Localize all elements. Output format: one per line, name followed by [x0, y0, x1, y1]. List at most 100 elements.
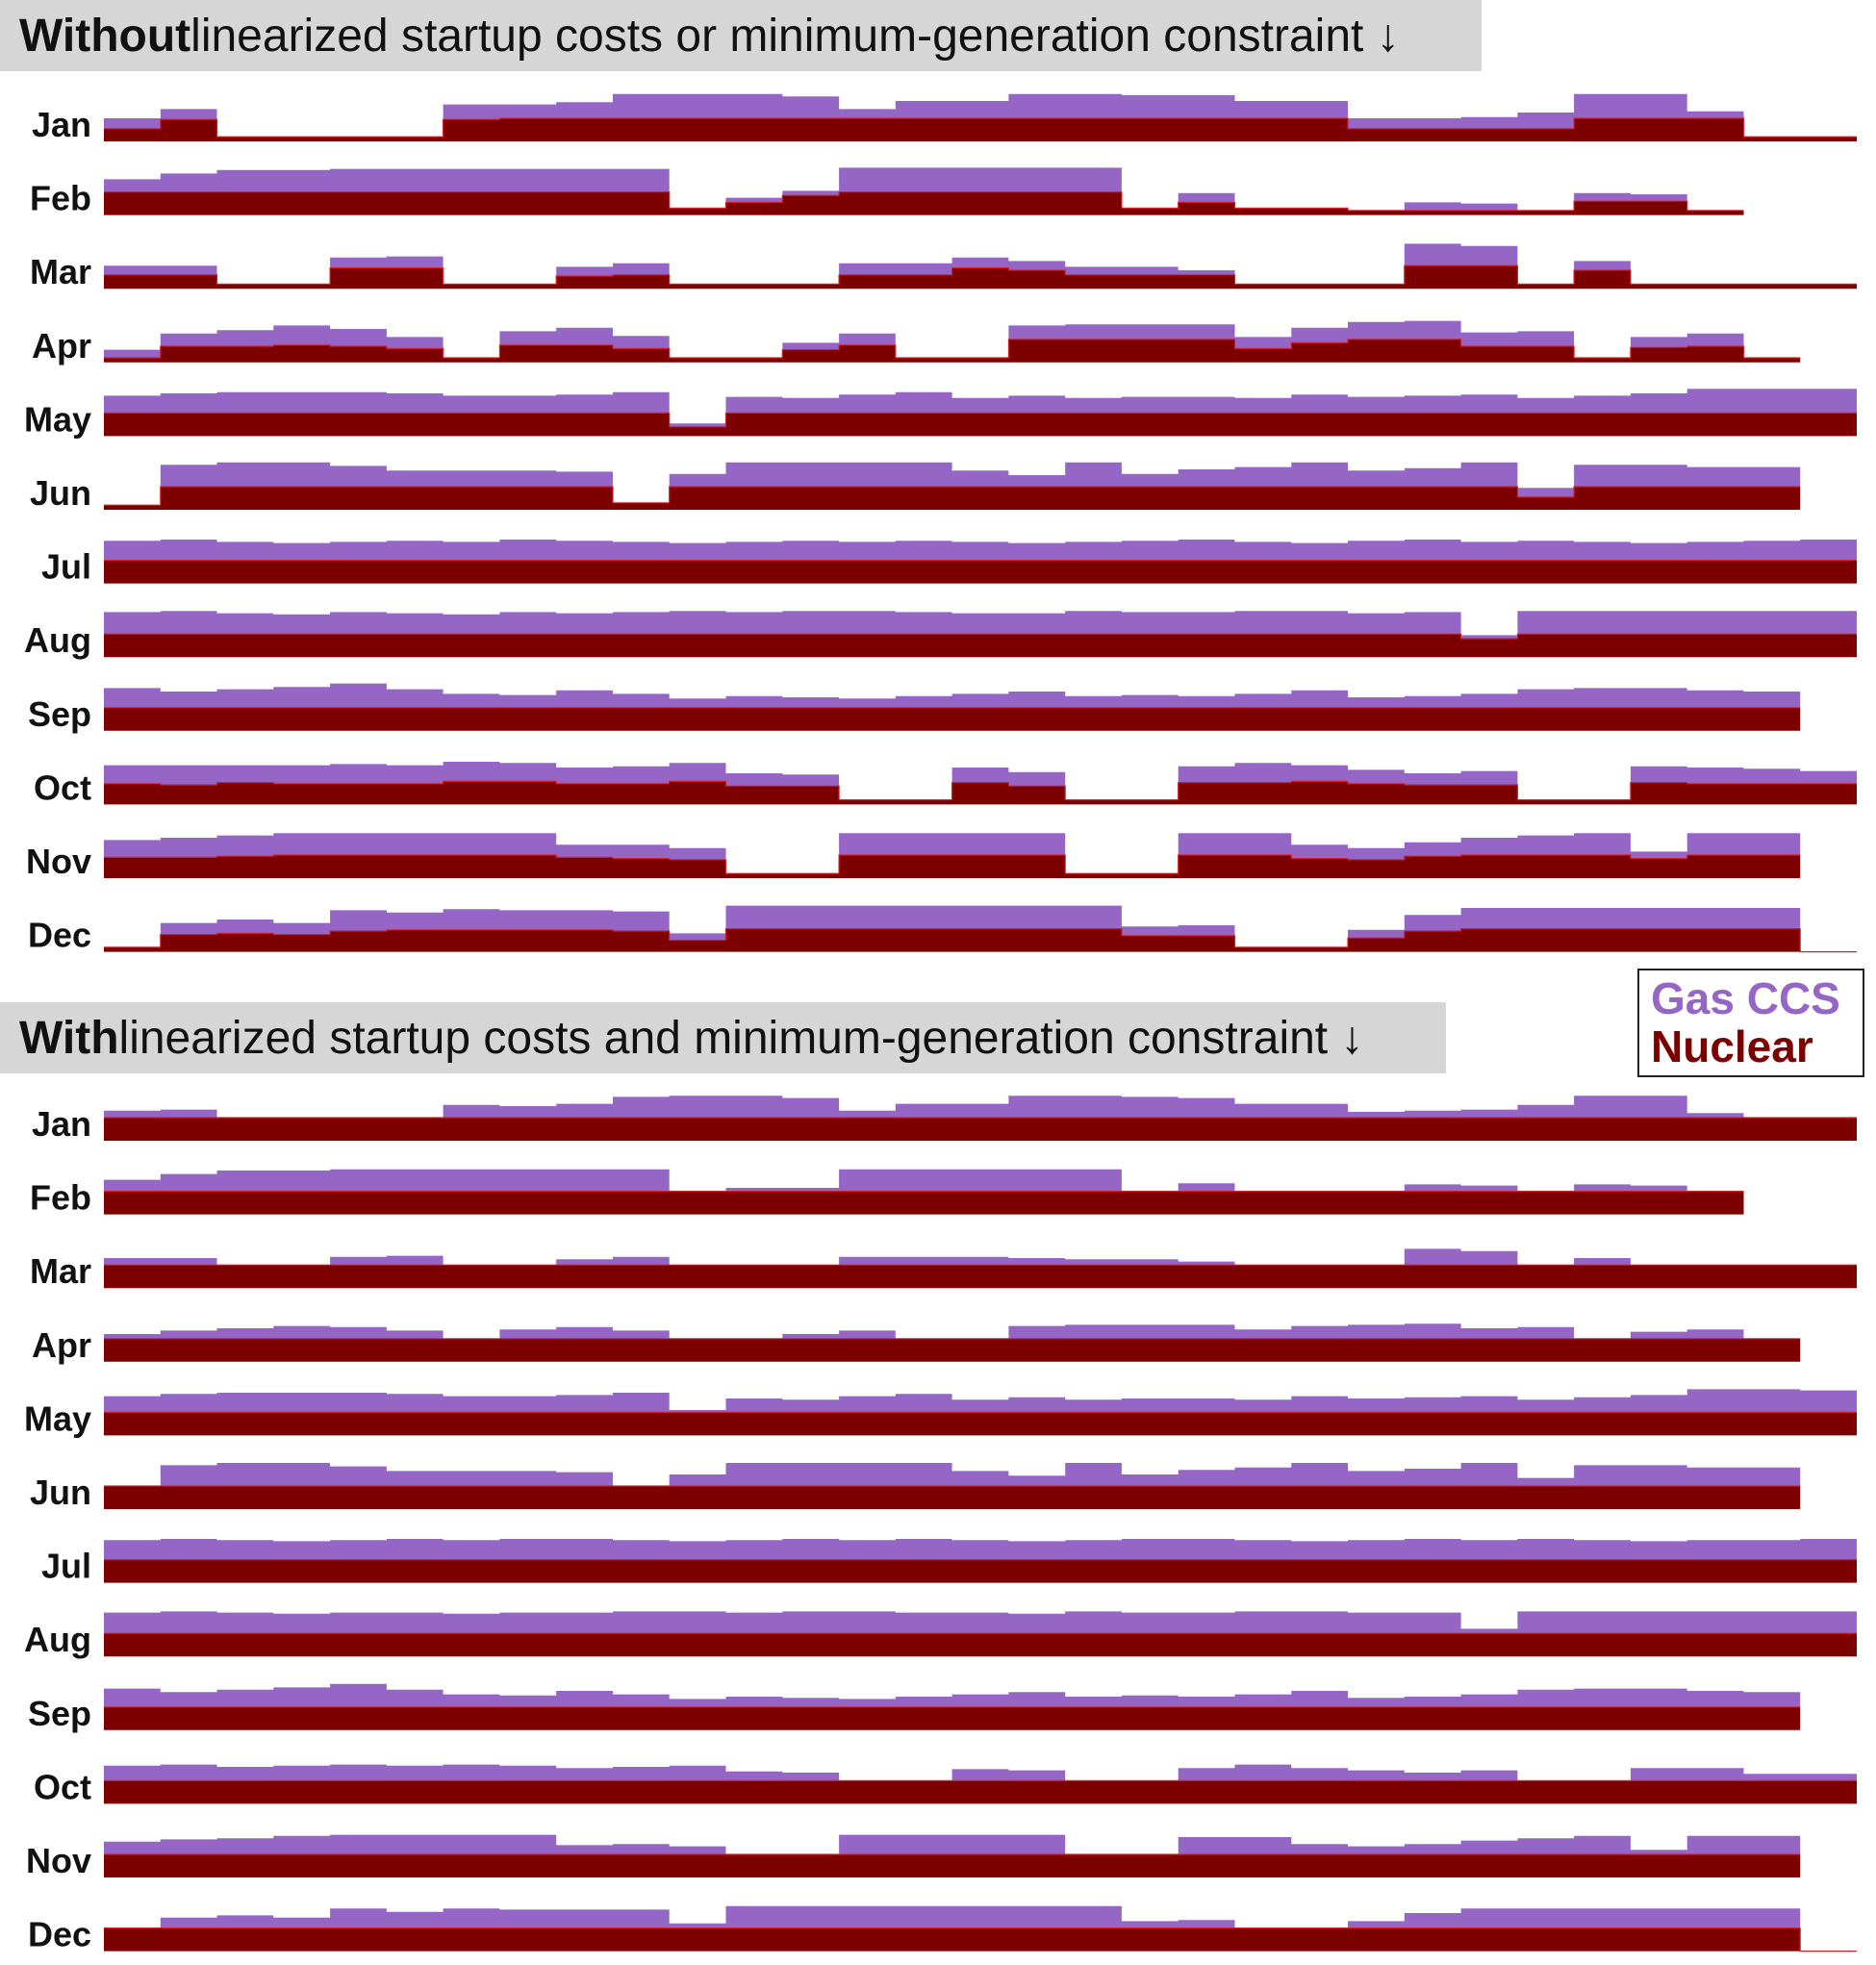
nuclear-area: [104, 118, 1857, 141]
month-label-nov: Nov: [26, 1841, 91, 1880]
nuclear-top-line: [104, 191, 1744, 212]
month-strip-apr: Apr: [32, 320, 1801, 365]
month-label-mar: Mar: [30, 1251, 91, 1291]
month-strip-nov: Nov: [26, 1834, 1801, 1880]
month-strip-jan: Jan: [32, 1096, 1857, 1144]
heading-bottom-bold: With: [19, 1012, 119, 1064]
nuclear-area: [104, 1559, 1857, 1583]
nuclear-top-line: [104, 854, 1801, 874]
month-strip-mar: Mar: [30, 243, 1857, 291]
gas-ccs-area: [104, 1764, 1857, 1781]
nuclear-top-line: [104, 117, 1857, 138]
gas-ccs-area: [104, 1389, 1857, 1413]
month-strip-may: May: [24, 1389, 1857, 1438]
month-strip-sep: Sep: [28, 683, 1801, 734]
nuclear-area: [104, 1338, 1801, 1362]
month-strip-dec: Dec: [28, 1905, 1857, 1954]
month-label-oct: Oct: [34, 768, 91, 807]
legend-gas-ccs: Gas CCS: [1651, 973, 1840, 1023]
month-strip-feb: Feb: [30, 1169, 1744, 1218]
month-label-feb: Feb: [30, 179, 91, 218]
gas-ccs-area: [104, 611, 1857, 639]
gas-ccs-area: [104, 1834, 1801, 1854]
gas-ccs-area: [104, 462, 1801, 506]
month-label-sep: Sep: [28, 1694, 91, 1733]
gas-ccs-area: [104, 1096, 1857, 1118]
gas-ccs-area: [104, 1169, 1744, 1192]
month-strip-apr: Apr: [32, 1323, 1801, 1365]
gas-ccs-area: [104, 762, 1857, 800]
nuclear-top-line: [104, 265, 1857, 285]
month-strip-jul: Jul: [41, 1539, 1857, 1586]
month-strip-jun: Jun: [30, 462, 1801, 513]
month-label-feb: Feb: [30, 1178, 91, 1218]
month-strip-aug: Aug: [24, 611, 1857, 660]
gas-ccs-area: [104, 167, 1744, 211]
month-label-jan: Jan: [32, 105, 91, 144]
nuclear-area: [104, 1927, 1857, 1952]
nuclear-area: [104, 855, 1801, 878]
month-label-dec: Dec: [28, 916, 91, 955]
nuclear-area: [104, 413, 1857, 437]
nuclear-top-line: [104, 1927, 1857, 1952]
gas-ccs-area: [104, 93, 1857, 138]
month-strip-nov: Nov: [26, 833, 1801, 881]
nuclear-area: [104, 707, 1801, 731]
nuclear-top-line: [104, 928, 1857, 953]
month-strip-jan: Jan: [32, 93, 1857, 144]
gas-ccs-area: [104, 683, 1801, 708]
nuclear-area: [104, 191, 1744, 215]
gas-ccs-area: [104, 1463, 1801, 1486]
nuclear-top-line: [104, 780, 1857, 801]
panel-heading-bottom: With linearized startup costs and minimu…: [0, 1002, 1446, 1073]
gas-ccs-area: [104, 1611, 1857, 1634]
month-label-apr: Apr: [32, 1325, 91, 1365]
nuclear-area: [104, 1706, 1801, 1730]
month-label-dec: Dec: [28, 1915, 91, 1954]
month-strip-oct: Oct: [34, 1764, 1857, 1806]
month-strip-mar: Mar: [30, 1248, 1857, 1291]
nuclear-area: [104, 1265, 1857, 1289]
gas-ccs-area: [104, 1539, 1857, 1560]
month-strip-dec: Dec: [28, 905, 1857, 955]
nuclear-top-line: [104, 486, 1801, 506]
month-strip-jun: Jun: [30, 1463, 1801, 1512]
month-strip-feb: Feb: [30, 167, 1744, 218]
nuclear-area: [104, 634, 1857, 658]
month-label-sep: Sep: [28, 694, 91, 734]
nuclear-area: [104, 265, 1857, 290]
nuclear-top-line: [104, 412, 1857, 428]
month-label-jun: Jun: [30, 1473, 91, 1512]
gas-ccs-area: [104, 243, 1857, 285]
gas-ccs-area: [104, 1323, 1801, 1339]
gas-ccs-area: [104, 1905, 1857, 1952]
month-label-apr: Apr: [32, 326, 91, 365]
month-label-jun: Jun: [30, 473, 91, 513]
month-strip-jul: Jul: [41, 540, 1857, 587]
heading-bottom-rest: linearized startup costs and minimum-gen…: [118, 1012, 1364, 1064]
nuclear-top-line: [104, 339, 1801, 359]
nuclear-area: [104, 781, 1857, 805]
gas-ccs-area: [104, 1683, 1801, 1707]
gas-ccs-area: [104, 833, 1801, 874]
nuclear-area: [104, 928, 1857, 952]
nuclear-area: [104, 1191, 1744, 1215]
month-strip-oct: Oct: [34, 762, 1857, 807]
month-label-jul: Jul: [41, 547, 91, 587]
heading-top-bold: Without: [19, 10, 191, 62]
gas-ccs-area: [104, 389, 1857, 427]
nuclear-area: [104, 1486, 1801, 1509]
panel-heading-top: Without linearized startup costs or mini…: [0, 0, 1482, 71]
nuclear-top-line: [104, 633, 1857, 640]
month-label-nov: Nov: [26, 842, 91, 881]
panel-without-constraint: Jan Feb Mar Apr May Jun Jul Aug Sep Oct Nov Dec: [24, 93, 1857, 955]
nuclear-area: [104, 1412, 1857, 1436]
nuclear-area: [104, 1633, 1857, 1657]
month-label-aug: Aug: [24, 620, 91, 660]
month-strip-may: May: [24, 389, 1857, 439]
month-label-aug: Aug: [24, 1620, 91, 1659]
month-strip-aug: Aug: [24, 1611, 1857, 1659]
gas-ccs-area: [104, 320, 1801, 358]
month-label-oct: Oct: [34, 1767, 91, 1806]
